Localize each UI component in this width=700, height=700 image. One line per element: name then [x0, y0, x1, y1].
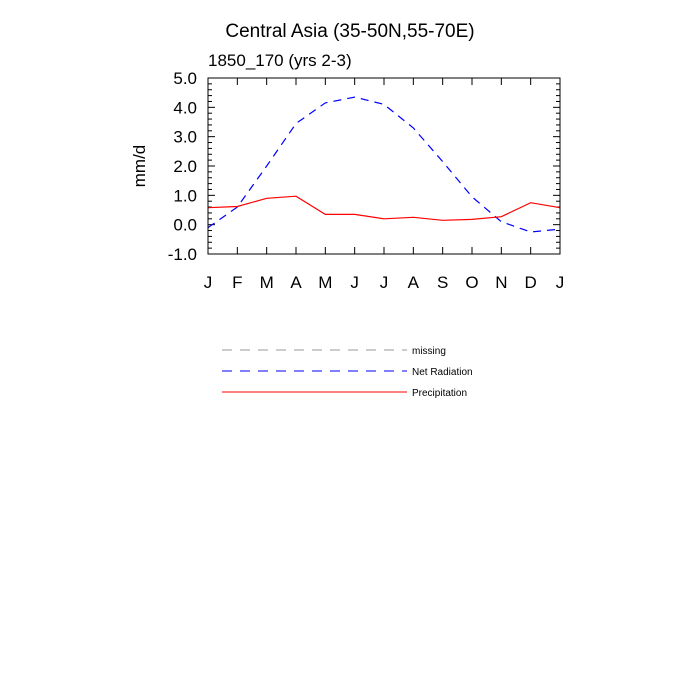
legend-label: Precipitation — [412, 388, 467, 399]
legend: missing Net Radiation Precipitation — [222, 346, 473, 399]
x-tick-label: O — [465, 273, 478, 292]
x-tick-label: J — [380, 273, 389, 292]
y-tick-label: 2.0 — [173, 157, 197, 176]
y-tick-label: 4.0 — [173, 98, 197, 117]
x-tick-label: D — [525, 273, 537, 292]
legend-label: Net Radiation — [412, 367, 473, 378]
y-tick-label: 3.0 — [173, 128, 197, 147]
x-tick-label: J — [204, 273, 213, 292]
x-tick-label: M — [318, 273, 332, 292]
x-tick-label: F — [232, 273, 242, 292]
x-tick-label: N — [495, 273, 507, 292]
chart-subtitle: 1850_170 (yrs 2-3) — [208, 51, 352, 70]
x-tick-label: J — [556, 273, 565, 292]
series-line-net-radiation — [207, 96, 561, 233]
legend-label: missing — [412, 346, 446, 357]
plot-frame — [207, 77, 561, 255]
y-tick-label: -1.0 — [168, 245, 197, 264]
y-tick-labels: 5.0 4.0 3.0 2.0 1.0 0.0 -1.0 — [168, 69, 197, 264]
y-axis-label: mm/d — [130, 145, 149, 188]
x-tick-label: A — [290, 273, 302, 292]
axis-ticks — [207, 77, 561, 255]
y-tick-label: 1.0 — [173, 186, 197, 205]
y-tick-label: 0.0 — [173, 216, 197, 235]
series-line-precipitation — [207, 195, 561, 221]
x-tick-label: S — [437, 273, 448, 292]
chart-title: Central Asia (35-50N,55-70E) — [225, 21, 474, 42]
x-tick-label: A — [408, 273, 420, 292]
x-tick-label: J — [350, 273, 359, 292]
series-lines — [207, 96, 561, 233]
y-tick-label: 5.0 — [173, 69, 197, 88]
x-tick-label: M — [260, 273, 274, 292]
